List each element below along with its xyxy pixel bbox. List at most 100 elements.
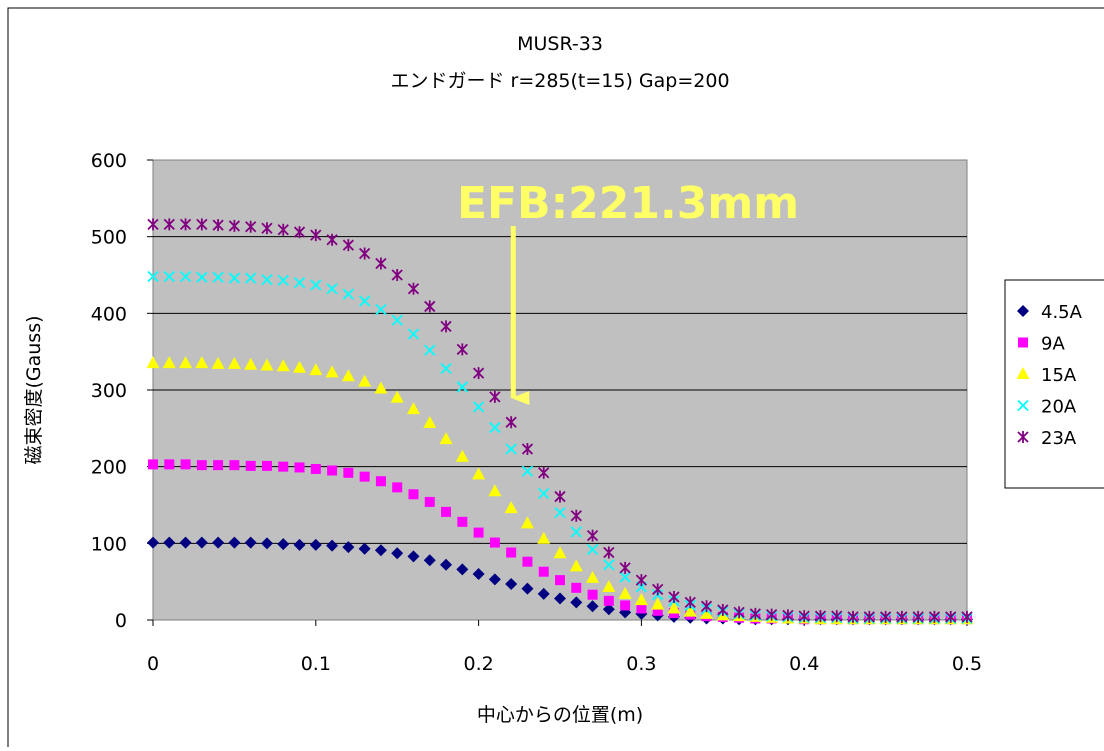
data-point — [570, 596, 583, 609]
data-point — [488, 573, 501, 586]
legend-item: 15A — [1016, 365, 1077, 386]
data-point — [408, 489, 419, 500]
data-point — [260, 358, 274, 371]
x-tick-label: 0.3 — [626, 653, 656, 675]
data-point — [521, 465, 534, 477]
data-point — [375, 303, 387, 316]
data-point — [619, 571, 631, 583]
data-point — [212, 536, 225, 549]
data-point — [179, 270, 192, 283]
data-point — [586, 543, 599, 556]
data-point — [326, 233, 338, 246]
data-point — [162, 356, 176, 369]
data-point — [325, 365, 339, 378]
data-point — [163, 218, 175, 231]
data-point — [521, 443, 534, 456]
data-point — [228, 536, 241, 549]
data-point — [603, 546, 615, 559]
data-point — [179, 356, 193, 369]
data-point — [522, 556, 533, 567]
data-point — [326, 283, 338, 295]
legend: 4.5A 9A 15A 20A 23A — [1004, 279, 1104, 489]
data-point — [147, 270, 159, 283]
data-point — [374, 381, 388, 394]
data-point — [196, 460, 207, 471]
data-point — [553, 546, 567, 559]
data-point — [277, 274, 289, 287]
data-point — [505, 577, 518, 590]
data-point — [456, 563, 469, 576]
data-point — [212, 219, 224, 232]
data-point — [457, 516, 468, 527]
data-point — [310, 463, 321, 474]
data-point — [635, 574, 648, 587]
data-point — [456, 381, 468, 393]
data-point — [358, 542, 371, 555]
y-axis-ticks: 0 100 200 300 400 500 600 — [91, 150, 153, 632]
data-point — [343, 467, 354, 478]
x-axis-label: 中心からの位置(m) — [477, 704, 643, 726]
data-point — [229, 460, 240, 471]
data-point — [146, 356, 160, 369]
data-point — [602, 580, 616, 593]
data-point — [261, 222, 273, 235]
data-point — [211, 356, 225, 369]
legend-label: 23A — [1041, 428, 1077, 449]
data-point — [309, 363, 323, 376]
data-point — [375, 476, 386, 487]
gridlines — [153, 236, 967, 544]
legend-label: 9A — [1041, 334, 1065, 355]
data-point — [570, 509, 582, 522]
data-point — [472, 401, 485, 413]
data-point — [341, 369, 355, 382]
data-point — [945, 610, 957, 623]
data-point — [244, 536, 257, 549]
data-point — [278, 461, 289, 472]
data-point — [634, 593, 648, 606]
data-point — [180, 459, 191, 470]
data-point — [261, 273, 273, 286]
data-point — [228, 219, 241, 232]
data-point — [195, 356, 209, 369]
data-point — [554, 592, 566, 605]
data-point — [504, 501, 518, 514]
data-point — [538, 487, 550, 500]
data-point — [293, 277, 306, 289]
data-point — [439, 432, 453, 445]
data-point — [163, 270, 175, 283]
data-point — [342, 239, 354, 252]
data-point — [749, 607, 761, 620]
x-tick-label: 0.5 — [952, 653, 982, 675]
data-point — [668, 591, 680, 603]
y-tick-label: 200 — [91, 457, 127, 479]
data-point — [456, 343, 468, 356]
data-point — [667, 601, 681, 614]
legend-marker — [1017, 399, 1029, 412]
data-point — [472, 568, 485, 580]
data-point — [652, 583, 664, 596]
x-tick-label: 0.2 — [463, 653, 493, 675]
data-point — [163, 536, 176, 549]
data-point — [798, 610, 810, 623]
data-point — [147, 218, 159, 231]
data-point — [602, 603, 615, 616]
data-point — [391, 269, 403, 281]
data-point — [554, 507, 566, 519]
data-point — [555, 575, 565, 586]
efb-annotation: EFB:221.3mm — [457, 178, 799, 229]
data-point — [961, 610, 973, 623]
legend-marker — [1018, 337, 1028, 348]
data-point — [359, 295, 371, 307]
data-point — [391, 547, 404, 560]
data-point — [277, 538, 290, 551]
data-point — [618, 586, 632, 599]
data-point — [245, 460, 256, 471]
data-point — [147, 536, 159, 549]
y-tick-label: 0 — [115, 610, 127, 632]
data-point — [212, 271, 224, 283]
data-point — [392, 482, 403, 493]
data-point — [538, 566, 549, 577]
data-point — [309, 538, 322, 551]
y-tick-label: 300 — [91, 380, 127, 402]
